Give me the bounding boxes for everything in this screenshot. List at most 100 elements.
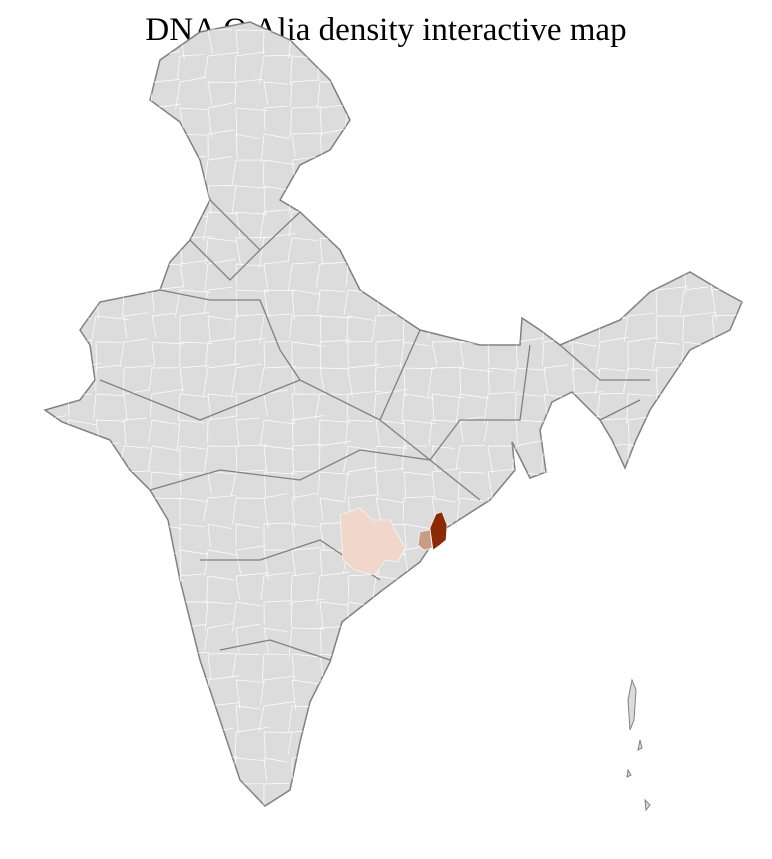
district-border [291,415,325,445]
district-border [93,466,129,500]
district-border [431,159,460,188]
district-density-high[interactable] [429,511,448,551]
district-border [570,679,598,709]
district-border [235,705,262,734]
district-border [711,133,739,163]
district-border [651,341,680,370]
district-border [683,417,711,448]
district-border [151,729,184,759]
district-border [627,237,654,265]
district-border [371,731,403,756]
district-border [571,471,603,502]
district-border [263,105,288,131]
district-border [319,497,346,521]
district-border [739,810,769,839]
district-border [569,522,603,550]
district-border [291,341,325,369]
district-border [95,627,121,654]
district-border [540,493,573,527]
district-border [543,55,573,85]
district-border [708,237,742,262]
district-border [706,105,742,135]
district-border [655,81,684,105]
district-border [45,315,64,340]
district-border [400,653,435,680]
district-border [569,810,596,834]
district-border [261,653,288,681]
district-border [683,783,714,806]
district-border [235,133,260,159]
district-border [316,728,346,760]
district-border [319,211,349,235]
district-border [678,237,717,267]
district-border [65,705,94,736]
district-border [403,237,428,262]
district-border [401,810,431,832]
district-border [543,810,572,833]
district-border [596,523,626,551]
district-border [291,492,317,528]
district-border [655,233,689,268]
district-border [655,705,689,735]
district-border [175,289,211,318]
district-border [235,545,267,574]
district-border [679,365,715,397]
district-border [431,596,457,630]
district-border [571,106,602,137]
district-border [234,51,266,79]
district-border [483,701,514,733]
district-border [655,497,687,521]
district-border [372,702,409,731]
district-border [739,29,742,55]
district-border [736,623,742,652]
district-border [91,649,123,682]
district-border [571,445,596,471]
district-border [683,679,713,708]
district-border [122,675,157,708]
district-border [121,157,151,184]
district-border [45,705,69,732]
district-border [487,367,517,395]
district-border [206,575,235,604]
district-border [427,133,458,161]
district-border [655,653,684,678]
district-border [511,597,545,627]
district-border [739,181,742,212]
district-border [514,393,543,423]
district-border [403,730,431,756]
district-border [119,497,156,528]
district-border [204,809,240,837]
district-border [401,289,428,319]
district-border [319,367,348,395]
district-border [543,133,573,163]
district-border [291,805,323,806]
district-border [258,232,296,268]
district-border [678,572,712,602]
district-border [595,367,625,394]
district-density-low[interactable] [339,507,406,576]
district-border [203,286,233,315]
district-border [45,679,67,707]
district-border [291,132,322,157]
district-border [401,705,432,732]
district-border [709,55,738,79]
district-border [735,417,742,443]
district-border [483,81,514,110]
district-border [571,781,597,806]
district-border [430,627,456,657]
district-border [93,546,127,580]
district-border [652,154,686,188]
district-density-medium[interactable] [417,529,433,551]
district-border [123,731,152,761]
district-border [626,756,653,782]
district-border [511,128,547,159]
district-border [202,363,241,396]
district-border [513,81,549,107]
district-border [260,419,296,446]
district-border [291,443,323,475]
district-border [151,780,177,806]
district-border [403,54,432,86]
district-border [120,601,148,632]
district-border [151,601,177,625]
